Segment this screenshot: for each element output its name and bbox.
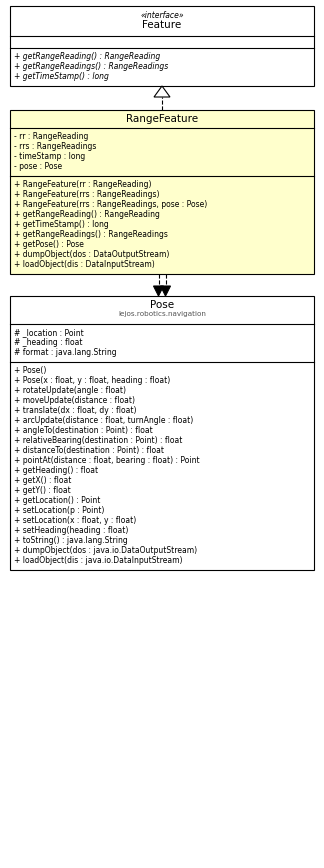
Text: + loadObject(dis : java.io.DataInputStream): + loadObject(dis : java.io.DataInputStre…	[14, 556, 182, 565]
Text: + RangeFeature(rr : RangeReading): + RangeFeature(rr : RangeReading)	[14, 180, 152, 189]
Text: + getTimeStamp() : long: + getTimeStamp() : long	[14, 72, 109, 81]
Text: + setLocation(p : Point): + setLocation(p : Point)	[14, 506, 104, 515]
Text: + loadObject(dis : DataInputStream): + loadObject(dis : DataInputStream)	[14, 260, 155, 269]
Text: Pose: Pose	[150, 300, 174, 310]
Text: + RangeFeature(rrs : RangeReadings, pose : Pose): + RangeFeature(rrs : RangeReadings, pose…	[14, 200, 207, 209]
Text: + angleTo(destination : Point) : float: + angleTo(destination : Point) : float	[14, 426, 153, 435]
Text: + arcUpdate(distance : float, turnAngle : float): + arcUpdate(distance : float, turnAngle …	[14, 416, 193, 425]
Text: + getLocation() : Point: + getLocation() : Point	[14, 496, 100, 505]
Text: - pose : Pose: - pose : Pose	[14, 162, 62, 171]
Text: + getY() : float: + getY() : float	[14, 486, 71, 495]
Polygon shape	[160, 286, 170, 296]
Text: + dumpObject(dos : java.io.DataOutputStream): + dumpObject(dos : java.io.DataOutputStr…	[14, 546, 197, 555]
Text: Feature: Feature	[142, 20, 182, 30]
Text: + Pose(): + Pose()	[14, 366, 46, 375]
Text: + getTimeStamp() : long: + getTimeStamp() : long	[14, 220, 109, 229]
Text: + pointAt(distance : float, bearing : float) : Point: + pointAt(distance : float, bearing : fl…	[14, 456, 200, 465]
Text: lejos.robotics.navigation: lejos.robotics.navigation	[118, 311, 206, 317]
Bar	[10, 6, 314, 86]
Text: «interface»: «interface»	[140, 11, 184, 20]
Text: + rotateUpdate(angle : float): + rotateUpdate(angle : float)	[14, 386, 126, 395]
Bar	[10, 296, 314, 570]
Text: + setHeading(heading : float): + setHeading(heading : float)	[14, 526, 128, 535]
Text: - timeStamp : long: - timeStamp : long	[14, 152, 85, 161]
Text: RangeFeature: RangeFeature	[126, 114, 198, 124]
Text: - rrs : RangeReadings: - rrs : RangeReadings	[14, 142, 96, 151]
Text: + getHeading() : float: + getHeading() : float	[14, 466, 98, 475]
Text: + moveUpdate(distance : float): + moveUpdate(distance : float)	[14, 396, 135, 405]
Text: + getRangeReading() : RangeReading: + getRangeReading() : RangeReading	[14, 210, 160, 219]
Text: + getRangeReading() : RangeReading: + getRangeReading() : RangeReading	[14, 52, 160, 61]
Text: + getPose() : Pose: + getPose() : Pose	[14, 240, 84, 249]
Text: - rr : RangeReading: - rr : RangeReading	[14, 132, 88, 141]
Text: + RangeFeature(rrs : RangeReadings): + RangeFeature(rrs : RangeReadings)	[14, 190, 159, 199]
Text: + setLocation(x : float, y : float): + setLocation(x : float, y : float)	[14, 516, 136, 525]
Text: # format : java.lang.String: # format : java.lang.String	[14, 348, 117, 357]
Text: + distanceTo(destination : Point) : float: + distanceTo(destination : Point) : floa…	[14, 446, 164, 455]
Text: + getX() : float: + getX() : float	[14, 476, 71, 485]
Bar	[10, 110, 314, 274]
Text: + relativeBearing(destination : Point) : float: + relativeBearing(destination : Point) :…	[14, 436, 182, 445]
Text: + toString() : java.lang.String: + toString() : java.lang.String	[14, 536, 128, 545]
Text: + getRangeReadings() : RangeReadings: + getRangeReadings() : RangeReadings	[14, 230, 168, 239]
Text: + translate(dx : float, dy : float): + translate(dx : float, dy : float)	[14, 406, 136, 415]
Text: # _location : Point: # _location : Point	[14, 328, 84, 337]
Polygon shape	[154, 286, 164, 296]
Text: + Pose(x : float, y : float, heading : float): + Pose(x : float, y : float, heading : f…	[14, 376, 170, 385]
Text: + dumpObject(dos : DataOutputStream): + dumpObject(dos : DataOutputStream)	[14, 250, 169, 259]
Text: # _heading : float: # _heading : float	[14, 338, 83, 347]
Text: + getRangeReadings() : RangeReadings: + getRangeReadings() : RangeReadings	[14, 62, 168, 71]
